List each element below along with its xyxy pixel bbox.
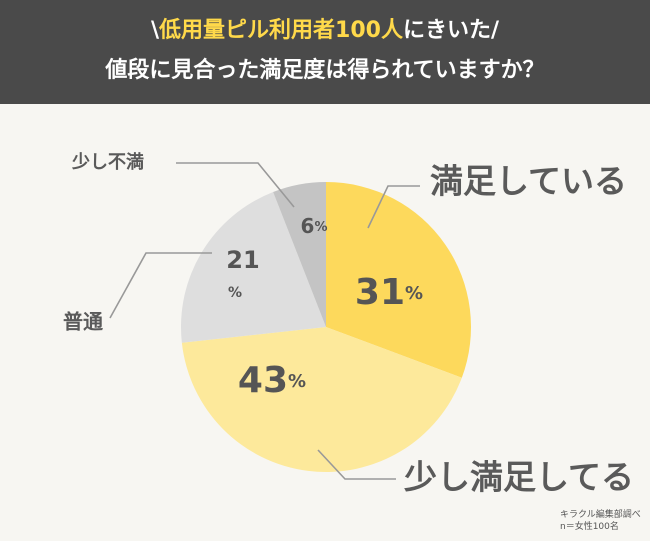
category-label-satisfied: 満足している: [430, 162, 627, 201]
value-label-somewhat-dissatisfied: 6%: [301, 214, 328, 238]
category-label-somewhat-satisfied: 少し満足してる: [404, 458, 634, 497]
category-label-neutral: 普通: [63, 310, 103, 334]
value-unit-neutral: %: [228, 285, 242, 301]
pie-slice-satisfied: [326, 182, 472, 378]
title-highlight: 低用量ピル利用者100人: [159, 18, 403, 43]
title-line-1-rest: にきいた: [402, 18, 491, 43]
category-label-somewhat-dissatisfied: 少し不満: [71, 151, 144, 173]
source-note: キラクル編集部調べ: [560, 510, 641, 520]
header-banner: \低用量ピル利用者100人にきいた/ 値段に見合った満足度は得られていますか？: [0, 0, 650, 104]
leader-line-neutral: [109, 252, 212, 319]
title-slash-left: \: [150, 18, 160, 43]
title-slash-right: /: [490, 18, 500, 43]
pie-slice-neutral: [181, 191, 326, 343]
pie-slice-somewhat-satisfied: [181, 327, 462, 473]
title-line-1: \低用量ピル利用者100人にきいた/: [0, 16, 650, 46]
title-line-2: 値段に見合った満足度は得られていますか？: [105, 58, 545, 83]
leader-line-somewhat-dissatisfied: [176, 162, 295, 208]
value-label-somewhat-satisfied: 43%: [238, 360, 306, 401]
value-label-satisfied: 31%: [355, 272, 423, 313]
value-label-neutral: 21: [226, 246, 259, 274]
pie-slice-somewhat-dissatisfied: [273, 182, 326, 327]
leader-line-satisfied: [367, 185, 420, 229]
source-credit: キラクル編集部調べ n＝女性100名: [560, 509, 641, 533]
sample-note: n＝女性100名: [560, 522, 619, 532]
leader-line-somewhat-satisfied: [317, 449, 396, 480]
